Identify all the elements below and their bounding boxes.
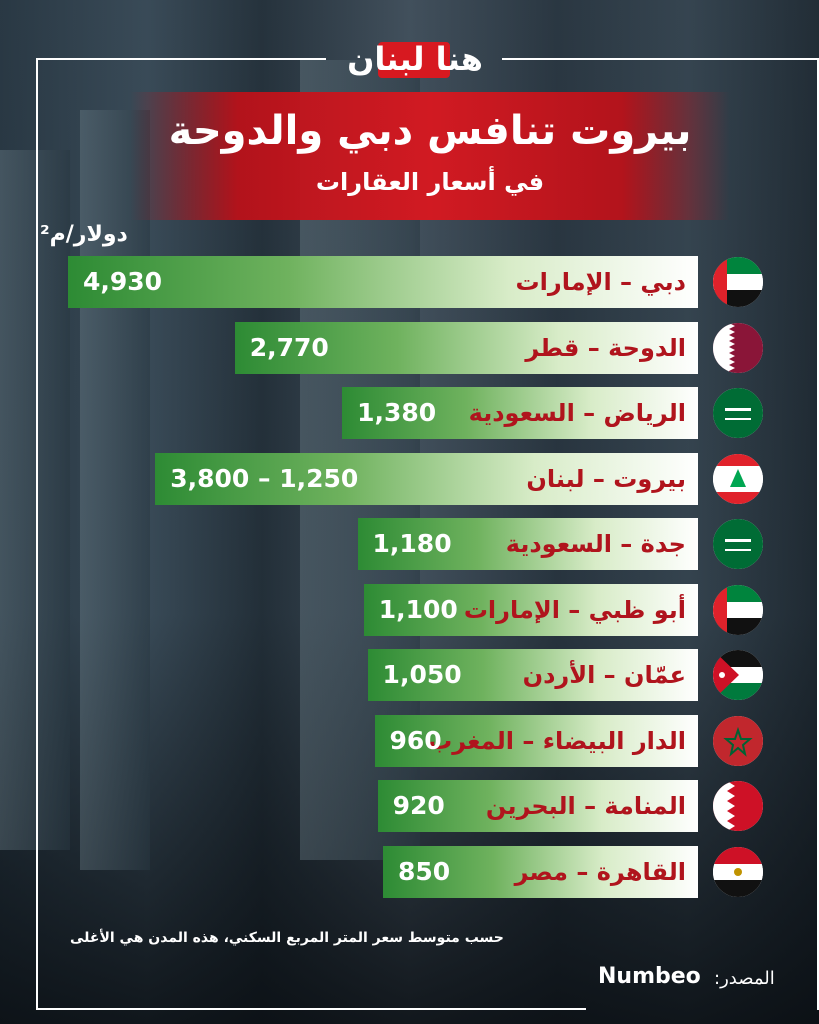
- saudi-flag-icon: [713, 519, 763, 569]
- chart-bar: الرياض – السعودية: [342, 387, 698, 439]
- logo-box: [378, 42, 450, 78]
- logo: هنا لبنان: [330, 36, 500, 82]
- bar-category-label: القاهرة – مصر: [514, 857, 686, 886]
- chart-bar: جدة – السعودية: [357, 518, 698, 570]
- frame-border: [36, 58, 38, 1010]
- bar-category-label: أبو ظبي – الإمارات: [463, 595, 686, 624]
- bar-category-label: دبي – الإمارات: [515, 268, 686, 296]
- jordan-flag-icon: [713, 650, 763, 700]
- qatar-flag-icon: [713, 322, 763, 373]
- bar-value-label: 1,180: [372, 529, 452, 558]
- frame-border: [36, 1008, 586, 1010]
- bar-category-label: عمّان – الأردن: [522, 661, 686, 689]
- chart-bar: الدوحة – قطر: [234, 321, 698, 374]
- bar-value-label: 1,050: [382, 660, 462, 689]
- uae-flag-icon: [713, 257, 763, 307]
- footnote: حسب متوسط سعر المتر المربع السكني، هذه ا…: [70, 930, 504, 946]
- bar-category-label: بيروت – لبنان: [526, 464, 686, 493]
- saudi-flag-icon: [713, 388, 763, 438]
- bar-value-label: 960: [389, 725, 442, 755]
- source-name: Numbeo: [598, 964, 701, 989]
- lebanon-flag-icon: [713, 453, 763, 504]
- source-label: المصدر:: [714, 968, 775, 989]
- bar-value-label: 4,930: [83, 267, 163, 296]
- frame-border: [502, 58, 819, 60]
- frame-border: [817, 58, 819, 1010]
- building-silhouette: [0, 150, 70, 850]
- chart-subtitle: في أسعار العقارات: [315, 168, 545, 196]
- logo-text: هنا لبنان: [347, 40, 483, 78]
- bar-value-label: 1,380: [357, 398, 437, 427]
- bar-category-label: المنامة – البحرين: [485, 792, 686, 820]
- chart-title: بيروت تنافس دبي والدوحة: [168, 108, 692, 154]
- bahrain-flag-icon: [713, 781, 763, 831]
- frame-border: [36, 58, 326, 60]
- bar-category-label: الدار البيضاء – المغرب: [428, 726, 686, 755]
- unit-label: دولار/م²: [40, 222, 128, 247]
- bar-category-label: جدة – السعودية: [505, 530, 686, 558]
- bar-value-label: 920: [392, 791, 445, 820]
- bar-value-label: 1,100: [378, 594, 458, 624]
- uae-flag-icon: [713, 584, 763, 635]
- egypt-flag-icon: [713, 846, 763, 897]
- morocco-flag-icon: [713, 715, 763, 766]
- chart-bar: أبو ظبي – الإمارات: [363, 583, 698, 636]
- chart-bar: المنامة – البحرين: [377, 780, 698, 832]
- title-banner: [130, 92, 730, 220]
- bar-value-label: 2,770: [249, 332, 329, 362]
- chart-bar: الدار البيضاء – المغرب: [374, 714, 698, 767]
- bar-category-label: الدوحة – قطر: [525, 333, 686, 362]
- chart-bar: بيروت – لبنان: [155, 452, 698, 505]
- chart-bar: القاهرة – مصر: [383, 845, 698, 898]
- chart-bar: عمّان – الأردن: [367, 649, 698, 701]
- bar-value-label: 3,800 – 1,250: [170, 463, 359, 493]
- bar-value-label: 850: [398, 856, 451, 886]
- chart-bar: دبي – الإمارات: [68, 256, 698, 308]
- bar-category-label: الرياض – السعودية: [468, 399, 686, 427]
- building-silhouette: [80, 110, 150, 870]
